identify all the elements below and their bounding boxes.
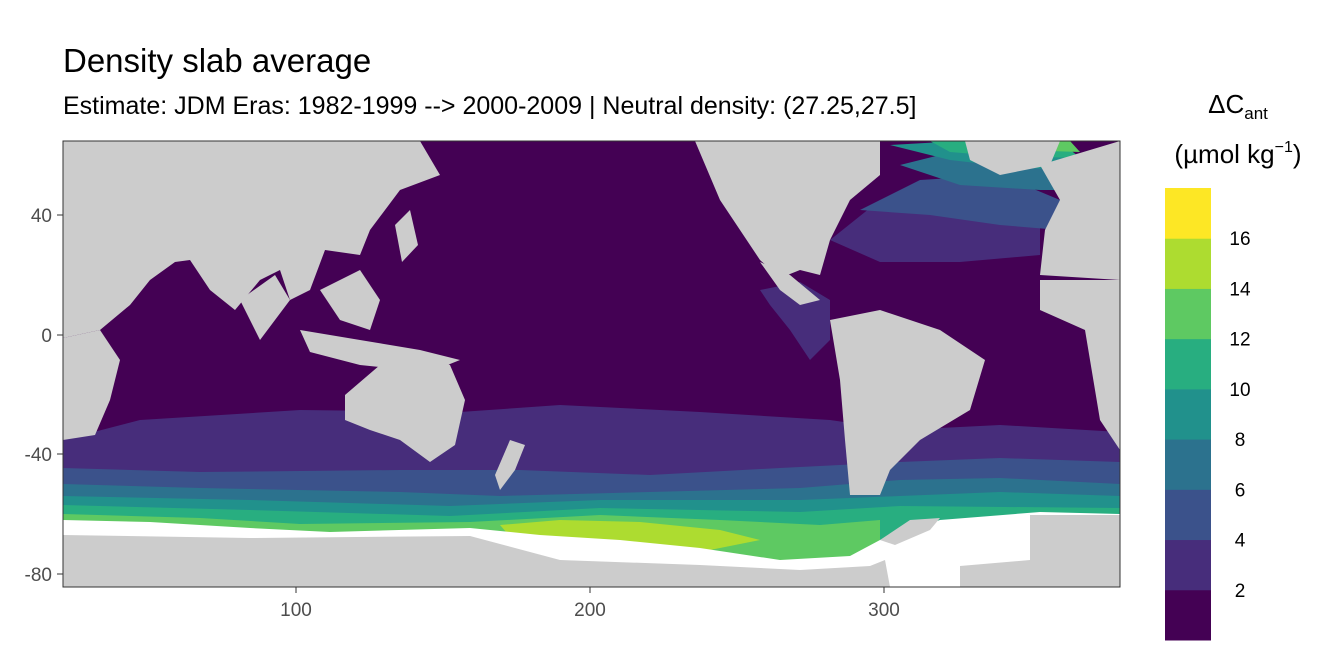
land-new-zealand: [495, 440, 525, 490]
legend-title: ΔCant: [1208, 89, 1268, 123]
legend-label: 12: [1229, 330, 1250, 351]
land-south-america: [830, 310, 985, 495]
land-antarctic-peninsula: [880, 518, 940, 545]
map-panel: [63, 141, 1120, 587]
chart-title: Density slab average: [63, 42, 372, 79]
legend-label: 8: [1235, 430, 1246, 451]
land-africa-south: [63, 330, 120, 440]
legend-label: 4: [1235, 531, 1246, 552]
land-greenland: [965, 141, 1060, 175]
legend-bin: [1165, 338, 1211, 390]
y-tick-label: -80: [25, 565, 52, 586]
legend-label: 6: [1235, 480, 1246, 501]
north-atlantic-band-6: [860, 175, 1060, 230]
land-india: [240, 275, 290, 340]
land-southeast-asia: [320, 270, 380, 330]
legend-label: 2: [1235, 581, 1246, 602]
y-tick-label: -40: [25, 445, 52, 466]
x-axis: 100 200 300: [280, 587, 900, 621]
legend-bin: [1165, 539, 1211, 591]
land-australia: [345, 355, 465, 462]
land-europe: [1040, 141, 1120, 280]
antarctica-east-land: [960, 515, 1120, 587]
legend-colorbar: [1165, 188, 1211, 641]
land-west-africa: [1040, 280, 1120, 450]
x-tick-label: 300: [868, 600, 900, 621]
antarctica-land: [63, 535, 890, 587]
legend-label: 16: [1229, 229, 1250, 250]
land-central-america: [760, 262, 820, 305]
land-japan: [395, 210, 418, 262]
legend-bin: [1165, 388, 1211, 440]
legend-bin: [1165, 238, 1211, 289]
x-tick-label: 100: [280, 600, 312, 621]
legend-bin: [1165, 489, 1211, 541]
chart-subtitle: Estimate: JDM Eras: 1982-1999 --> 2000-2…: [63, 92, 917, 120]
panel-border: [62, 140, 1121, 588]
legend-unit: (µmol kg−1): [1174, 139, 1301, 169]
legend-bin: [1165, 288, 1211, 340]
land-africa-eurasia: [63, 141, 440, 338]
land-north-america: [695, 141, 880, 278]
legend-labels: 2 4 6 8 10 12 14 16: [1229, 229, 1251, 602]
legend-bin: [1165, 188, 1211, 239]
x-tick-label: 200: [574, 600, 606, 621]
legend-label: 10: [1229, 380, 1250, 401]
y-tick-label: 40: [31, 206, 52, 227]
y-tick-label: 0: [41, 326, 52, 347]
legend-label: 14: [1229, 279, 1251, 300]
y-axis: 40 0 -40 -80: [25, 206, 63, 586]
legend-bin: [1165, 439, 1211, 490]
legend: ΔCant (µmol kg−1) 2 4 6 8 10 12 14 16: [1165, 89, 1302, 641]
legend-bin: [1165, 589, 1211, 641]
